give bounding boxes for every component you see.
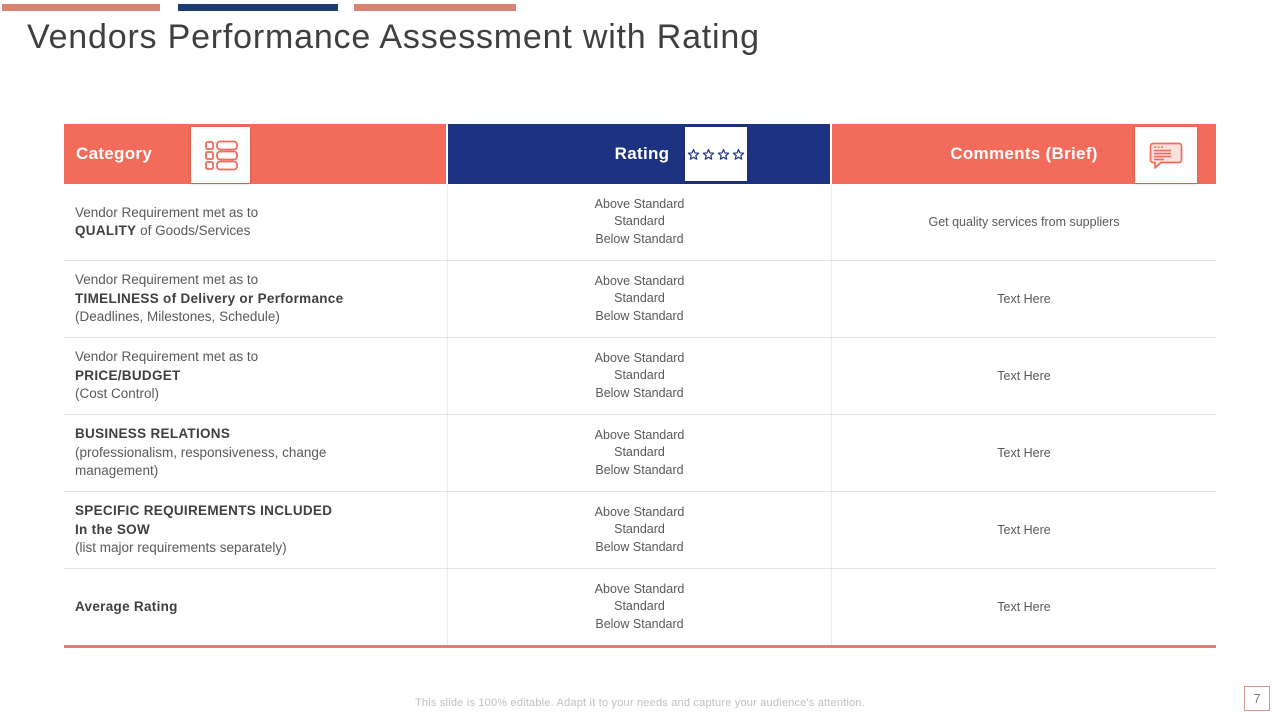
category-text-bold: SPECIFIC REQUIREMENTS INCLUDED (75, 503, 333, 519)
rating-option: Standard (614, 291, 665, 306)
comment-text: Text Here (997, 292, 1051, 306)
category-line: Vendor Requirement met as to (75, 348, 405, 367)
comment-text: Text Here (997, 369, 1051, 383)
category-line: Average Rating (75, 598, 405, 617)
category-cell: Average Rating (64, 569, 448, 645)
category-text-bold: PRICE/BUDGET (75, 367, 181, 383)
footer-note: This slide is 100% editable. Adapt it to… (415, 697, 865, 709)
category-line: SPECIFIC REQUIREMENTS INCLUDED (75, 502, 405, 521)
category-line: TIMELINESS of Delivery or Performance (75, 290, 405, 309)
category-text: of Goods/Services (136, 223, 251, 238)
rating-cell: Above Standard Standard Below Standard (448, 569, 832, 645)
category-text-bold: In the SOW (75, 521, 150, 537)
header-comments: Comments (Brief) (832, 124, 1216, 184)
rating-option: Standard (614, 522, 665, 537)
comment-text: Text Here (997, 600, 1051, 614)
table-header-row: Category Rating Comments (Brief) (64, 124, 1216, 184)
table-body: Vendor Requirement met as to QUALITY of G… (64, 184, 1216, 648)
category-line: (Deadlines, Milestones, Schedule) (75, 308, 405, 327)
accent-bar-coral-2 (354, 4, 516, 11)
rating-cell: Above Standard Standard Below Standard (448, 261, 832, 337)
rating-option: Above Standard (594, 427, 685, 442)
table-row: SPECIFIC REQUIREMENTS INCLUDED In the SOW… (64, 492, 1216, 569)
category-line: (professionalism, responsiveness, change… (75, 444, 405, 481)
comment-cell: Get quality services from suppliers (832, 184, 1216, 260)
table-row: Average Rating Above Standard Standard Bel… (64, 569, 1216, 645)
comment-text: Text Here (997, 523, 1051, 537)
accent-bar-navy (178, 4, 338, 11)
rating-option: Above Standard (594, 196, 685, 211)
category-text: Vendor Requirement met as to (75, 204, 259, 220)
rating-option: Above Standard (594, 504, 685, 519)
rating-option: Standard (614, 599, 665, 614)
four-stars-icon (685, 127, 748, 181)
header-category: Category (64, 124, 448, 184)
category-cell: SPECIFIC REQUIREMENTS INCLUDED In the SOW… (64, 492, 448, 568)
category-line: QUALITY of Goods/Services (75, 222, 405, 241)
category-text-bold: Average Rating (75, 598, 178, 614)
rating-option: Below Standard (595, 308, 684, 323)
list-icon (191, 127, 250, 183)
rating-option: Above Standard (594, 581, 685, 596)
rating-option: Below Standard (595, 385, 684, 400)
rating-cell: Above Standard Standard Below Standard (448, 338, 832, 414)
comment-cell: Text Here (832, 261, 1216, 337)
category-text: Vendor Requirement met as to (75, 349, 259, 365)
category-cell: Vendor Requirement met as to TIMELINESS o… (64, 261, 448, 337)
category-text: (professionalism, responsiveness, change… (75, 444, 327, 479)
rating-option: Standard (614, 445, 665, 460)
accent-bar-coral-1 (2, 4, 160, 11)
category-line: (list major requirements separately) (75, 539, 405, 558)
rating-option: Below Standard (595, 462, 684, 477)
comments-header-label: Comments (Brief) (950, 144, 1098, 163)
comment-text: Get quality services from suppliers (928, 215, 1120, 229)
comment-cell: Text Here (832, 338, 1216, 414)
header-rating: Rating (448, 124, 832, 184)
rating-cell: Above Standard Standard Below Standard (448, 492, 832, 568)
table-row: Vendor Requirement met as to TIMELINESS o… (64, 261, 1216, 338)
comment-text: Text Here (997, 446, 1051, 460)
category-cell: BUSINESS RELATIONS (professionalism, resp… (64, 415, 448, 491)
rating-option: Below Standard (595, 539, 684, 554)
rating-option: Standard (614, 368, 665, 383)
category-text: (Deadlines, Milestones, Schedule) (75, 309, 280, 325)
rating-option: Above Standard (594, 350, 685, 365)
category-text: Vendor Requirement met as to (75, 272, 259, 288)
rating-cell: Above Standard Standard Below Standard (448, 184, 832, 260)
category-text: (Cost Control) (75, 386, 160, 402)
page-title: Vendors Performance Assessment with Rati… (27, 18, 760, 56)
rating-option: Standard (614, 214, 665, 229)
category-line: PRICE/BUDGET (75, 367, 405, 386)
rating-option: Below Standard (595, 231, 684, 246)
page-number: 7 (1244, 686, 1270, 711)
rating-cell: Above Standard Standard Below Standard (448, 415, 832, 491)
category-text: (list major requirements separately) (75, 540, 287, 556)
category-cell: Vendor Requirement met as to QUALITY of G… (64, 184, 448, 260)
comment-cell: Text Here (832, 569, 1216, 645)
category-line: In the SOW (75, 521, 405, 540)
comment-cell: Text Here (832, 492, 1216, 568)
category-text-bold: TIMELINESS of Delivery or Performance (75, 290, 344, 306)
category-text-bold: QUALITY (75, 223, 137, 238)
comment-icon (1135, 127, 1197, 183)
table-row: Vendor Requirement met as to QUALITY of G… (64, 184, 1216, 261)
category-line: Vendor Requirement met as to (75, 271, 405, 290)
rating-option: Below Standard (595, 616, 684, 631)
vendor-assessment-table: Category Rating Comments (Brief) (64, 124, 1216, 648)
category-text-bold: BUSINESS RELATIONS (75, 426, 231, 442)
rating-option: Above Standard (594, 273, 685, 288)
table-row: BUSINESS RELATIONS (professionalism, resp… (64, 415, 1216, 492)
category-line: BUSINESS RELATIONS (75, 425, 405, 444)
category-cell: Vendor Requirement met as to PRICE/BUDGET… (64, 338, 448, 414)
category-line: (Cost Control) (75, 385, 405, 404)
category-line: Vendor Requirement met as to (75, 204, 405, 223)
category-header-label: Category (76, 144, 153, 163)
table-row: Vendor Requirement met as to PRICE/BUDGET… (64, 338, 1216, 415)
comment-cell: Text Here (832, 415, 1216, 491)
rating-header-label: Rating (614, 144, 670, 163)
